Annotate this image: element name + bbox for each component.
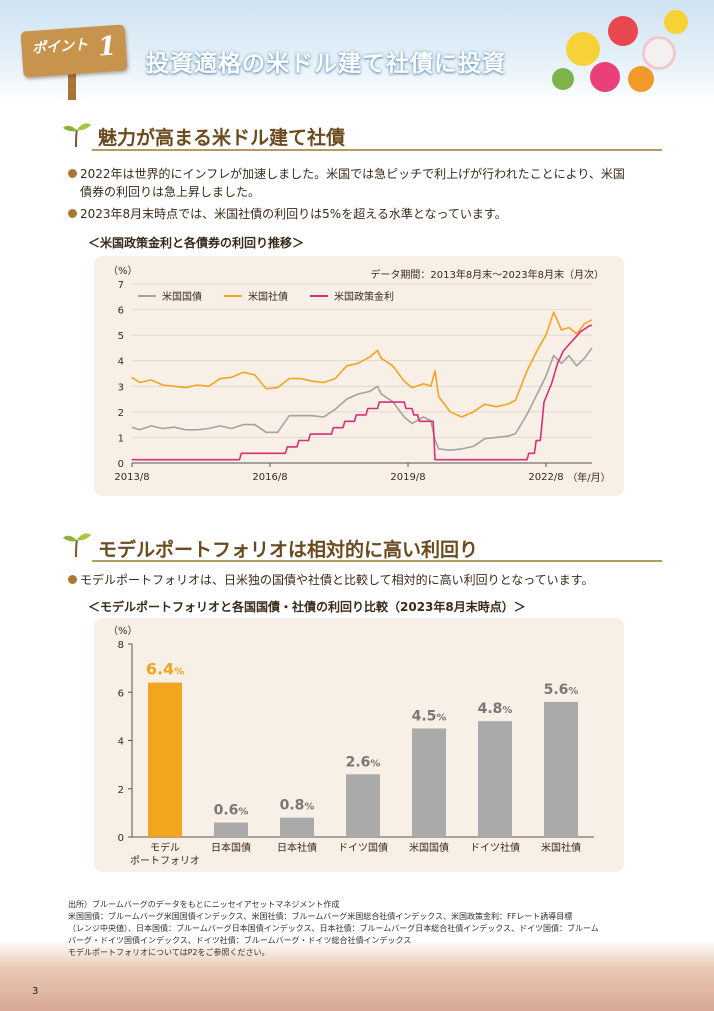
footnote: 出所）ブルームバーグのデータをもとにニッセイアセットマネジメント作成 米国国債：… <box>68 899 658 959</box>
section2-bullet-1: モデルポートフォリオは、日米独の国債や社債と比較して相対的に高い利回りとなってい… <box>68 571 593 589</box>
value-label-3: 2.6% <box>346 754 381 770</box>
bullet-dot-icon <box>68 575 77 584</box>
page-title: 投資適格の米ドル建て社債に投資 <box>146 51 506 77</box>
chart2-caption: ＜モデルポートフォリオと各国国債・社債の利回り比較（2023年8月末時点）＞ <box>88 600 526 614</box>
bar-2 <box>280 817 314 837</box>
section1-title: 魅力が高まる米ドル建て社債 <box>98 127 346 149</box>
category-label-6: 米国社債 <box>541 841 581 854</box>
y-tick-label: 6 <box>118 688 124 699</box>
bar-6 <box>544 701 578 837</box>
bar-4 <box>412 728 446 837</box>
y-tick-label: 2 <box>118 408 124 419</box>
series-line-2 <box>131 324 592 461</box>
value-label-6: 5.6% <box>544 682 579 698</box>
bar-5 <box>478 721 512 837</box>
x-tick-label: 2022/8 <box>528 472 563 483</box>
series-line-1 <box>131 311 593 418</box>
chart1-x-unit: （年/月） <box>567 471 610 484</box>
page-number: 3 <box>32 986 39 997</box>
y-tick-label: 1 <box>118 433 124 444</box>
footnote-line: バーグ・ドイツ国債インデックス、ドイツ社債：ブルームバーグ・ドイツ総合社債インデ… <box>68 936 412 945</box>
footer-decoration <box>0 940 714 1011</box>
bullet-dot-icon <box>68 169 77 178</box>
flower-illustration <box>546 6 706 98</box>
footnote-line: 米国国債：ブルームバーグ米国国債インデックス、米国社債：ブルームバーグ米国総合社… <box>68 912 573 921</box>
page-header: ポイント 1 投資適格の米ドル建て社債に投資 <box>0 0 714 105</box>
bar-0 <box>148 682 182 837</box>
x-tick-label: 2013/8 <box>114 472 149 483</box>
y-tick-label: 3 <box>118 382 124 393</box>
chart1-unit-label: （%） <box>108 265 138 277</box>
y-tick-label: 4 <box>118 737 124 748</box>
section2-divider <box>92 560 662 562</box>
series-line-0 <box>131 347 593 451</box>
signpost-pole <box>68 70 76 100</box>
section1-divider <box>92 149 662 151</box>
sprout-icon <box>63 533 91 558</box>
section1-bullet-2: 2023年8月末時点では、米国社債の利回りは5%を超える水準となっています。 <box>68 205 507 223</box>
y-tick-label: 4 <box>118 357 124 368</box>
footnote-source: 出所）ブルームバーグのデータをもとにニッセイアセットマネジメント作成 <box>68 900 340 909</box>
y-tick-label: 6 <box>118 306 124 317</box>
point-label: ポイント <box>31 37 89 57</box>
category-label-3: ドイツ国債 <box>338 841 388 854</box>
category-label-2: 日本社債 <box>277 841 317 854</box>
section2-title: モデルポートフォリオは相対的に高い利回り <box>98 539 479 561</box>
category-label-0: モデルポートフォリオ <box>130 841 200 867</box>
chart1-period-note: データ期間：2013年8月末～2023年8月末（月次） <box>370 268 604 281</box>
value-label-4: 4.5% <box>412 708 447 724</box>
category-label-5: ドイツ社債 <box>470 841 520 854</box>
legend-label-0: 米国国債 <box>162 290 202 303</box>
value-label-0: 6.4% <box>146 660 184 679</box>
y-tick-label: 0 <box>118 833 124 844</box>
chart1-panel <box>94 256 624 496</box>
sprout-icon <box>63 123 91 148</box>
point-number: 1 <box>96 31 118 63</box>
value-label-5: 4.8% <box>478 701 513 717</box>
y-tick-label: 8 <box>118 640 124 651</box>
section1-bullet-1-cont: 債券の利回りは急上昇しました。 <box>80 185 261 199</box>
chart2-unit-label: （%） <box>108 625 138 637</box>
y-tick-label: 5 <box>118 331 124 342</box>
chart1-caption: ＜米国政策金利と各債券の利回り推移＞ <box>88 236 305 250</box>
value-label-2: 0.8% <box>280 798 315 814</box>
category-label-1: 日本国債 <box>211 841 251 854</box>
footnote-line: （レンジ中央値）、日本国債：ブルームバーグ日本国債インデックス、日本社債：ブルー… <box>68 924 599 933</box>
yield-bar-chart: （%） 0 2 4 6 8 6.4% モデルポートフォリオ 0.6% 日本国債 0.8% 日本社債… <box>108 625 594 867</box>
section1-bullet-1: 2022年は世界的にインフレが加速しました。米国では急ピッチで利上げが行われたこ… <box>68 165 625 183</box>
y-tick-label: 7 <box>118 280 124 291</box>
x-tick-label: 2019/8 <box>390 472 425 483</box>
bullet-dot-icon <box>68 209 77 218</box>
category-label-4: 米国国債 <box>409 841 449 854</box>
x-tick-label: 2016/8 <box>252 472 287 483</box>
legend-label-1: 米国社債 <box>248 290 288 303</box>
bar-1 <box>214 822 248 837</box>
yield-line-chart: （%） データ期間：2013年8月末～2023年8月末（月次） 0 1 2 3 4 5 6 7… <box>108 265 611 484</box>
legend-label-2: 米国政策金利 <box>334 290 394 303</box>
value-label-1: 0.6% <box>214 803 249 819</box>
y-tick-label: 2 <box>118 785 124 796</box>
bar-3 <box>346 774 380 837</box>
footnote-line: モデルポートフォリオについてはP2をご参照ください。 <box>68 948 270 957</box>
y-tick-label: 0 <box>118 459 124 470</box>
